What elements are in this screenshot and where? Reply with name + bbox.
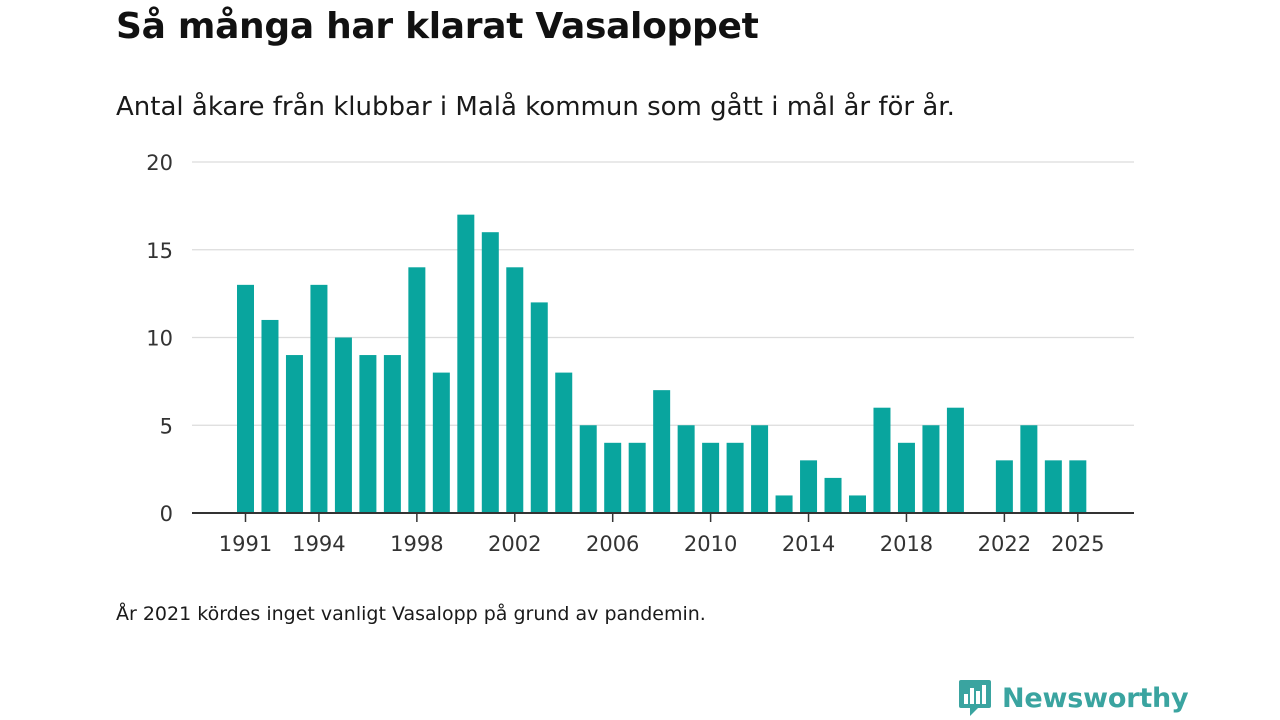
bar-2017 xyxy=(873,407,891,513)
bar-2000 xyxy=(457,214,475,513)
bar-2003 xyxy=(530,302,548,513)
bar-2022 xyxy=(995,460,1013,513)
bar-2001 xyxy=(481,232,499,513)
bar-2011 xyxy=(726,442,744,513)
y-tick-label: 5 xyxy=(160,414,173,438)
gridlines xyxy=(192,161,1134,426)
x-tick-label: 2010 xyxy=(684,532,737,556)
x-tick-label: 1994 xyxy=(292,532,345,556)
bar-1997 xyxy=(383,355,401,513)
x-tick-label: 2006 xyxy=(586,532,639,556)
bar-2012 xyxy=(751,425,769,513)
y-tick-label: 15 xyxy=(146,239,173,263)
bar-2016 xyxy=(849,495,866,513)
y-tick-label: 0 xyxy=(160,502,173,526)
chart-title: Så många har klarat Vasaloppet xyxy=(116,6,759,47)
bar-2014 xyxy=(800,460,818,513)
bar-2020 xyxy=(946,407,964,513)
bar-2018 xyxy=(897,442,915,513)
brand[interactable]: Newsworthy xyxy=(958,678,1189,718)
x-axis-ticks: 1991 1994 1998 2002 2006 2010 2014 2018 2022 2025 xyxy=(219,513,1105,556)
bar-2004 xyxy=(555,372,573,513)
bar-2015 xyxy=(824,477,842,513)
bar-2025 xyxy=(1069,460,1087,513)
x-tick-label: 1991 xyxy=(219,532,272,556)
bar-2005 xyxy=(579,425,597,513)
bar-1995 xyxy=(334,337,352,513)
bar-2024 xyxy=(1044,460,1062,513)
x-tick-label: 2022 xyxy=(978,532,1031,556)
y-tick-label: 10 xyxy=(146,327,173,351)
bars xyxy=(237,214,1087,513)
bar-2023 xyxy=(1020,425,1038,513)
brand-name: Newsworthy xyxy=(1002,682,1189,714)
y-axis-labels: 0 5 10 15 20 xyxy=(146,151,173,526)
bar-2007 xyxy=(628,442,646,513)
bar-1998 xyxy=(408,267,426,513)
bar-1993 xyxy=(285,355,303,513)
bar-1991 xyxy=(237,284,254,513)
bar-2006 xyxy=(604,442,622,513)
x-tick-label: 2014 xyxy=(782,532,835,556)
x-tick-label: 2025 xyxy=(1051,532,1104,556)
bar-2002 xyxy=(506,267,524,513)
bar-2010 xyxy=(702,442,720,513)
chart-subtitle: Antal åkare från klubbar i Malå kommun s… xyxy=(116,92,955,122)
y-tick-label: 20 xyxy=(146,151,173,175)
x-tick-label: 2018 xyxy=(880,532,933,556)
bar-2008 xyxy=(653,390,671,513)
x-tick-label: 1998 xyxy=(390,532,443,556)
bar-2009 xyxy=(677,425,695,513)
footnote: År 2021 kördes inget vanligt Vasalopp på… xyxy=(116,603,706,625)
bar-2013 xyxy=(775,495,793,513)
newsworthy-logo-icon xyxy=(959,680,991,716)
bar-1996 xyxy=(359,355,377,513)
x-tick-label: 2002 xyxy=(488,532,541,556)
bar-1999 xyxy=(432,372,450,513)
bar-2019 xyxy=(922,425,940,513)
bar-1992 xyxy=(261,319,279,513)
bar-1994 xyxy=(310,284,328,513)
